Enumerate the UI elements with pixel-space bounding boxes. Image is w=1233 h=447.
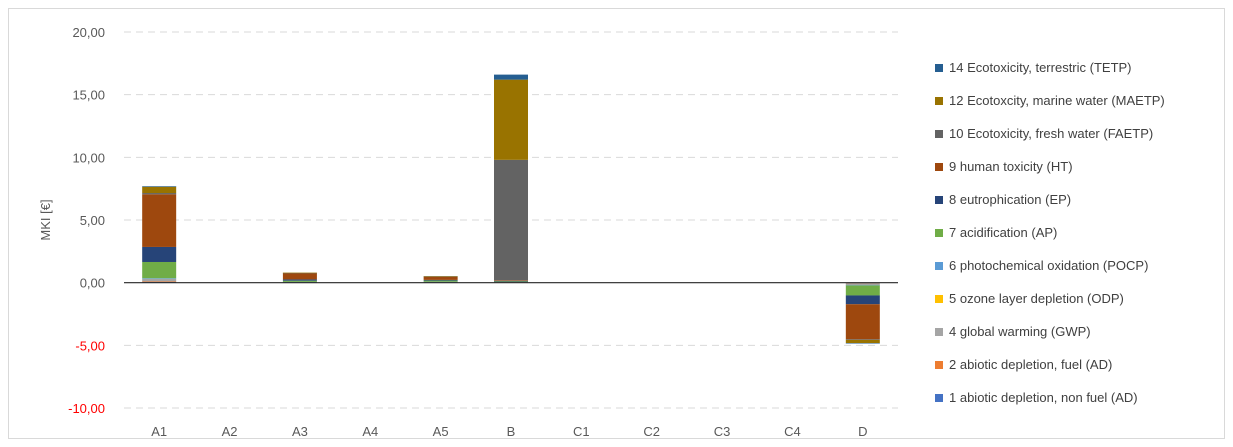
bar-segment	[142, 246, 177, 262]
bar-segment	[845, 285, 880, 286]
bar-segment	[845, 283, 880, 286]
bar-segment	[142, 193, 177, 195]
legend-swatch	[935, 328, 943, 336]
x-tick-label: A3	[292, 424, 308, 439]
legend-label: 2 abiotic depletion, fuel (AD)	[949, 357, 1112, 372]
legend-swatch	[935, 130, 943, 138]
legend-swatch	[935, 229, 943, 237]
y-axis-tick-labels: -10,00 -5,00 0,00 5,00 10,00 15,00 20,00	[68, 25, 105, 416]
legend-label: 7 acidification (AP)	[949, 225, 1057, 240]
y-axis-label: MKI [€]	[38, 199, 53, 240]
x-tick-label: C1	[573, 424, 590, 439]
bar-segment	[142, 261, 177, 279]
legend-label: 9 human toxicity (HT)	[949, 159, 1073, 174]
bar-segment	[423, 279, 458, 281]
bar-segment	[423, 276, 458, 280]
legend-label: 1 abiotic depletion, non fuel (AD)	[949, 390, 1138, 405]
legend-label: 12 Ecotoxcity, marine water (MAETP)	[949, 93, 1165, 108]
y-tick-label: -5,00	[75, 338, 105, 353]
bar-segment	[282, 279, 317, 281]
y-tick-label: 10,00	[72, 150, 105, 165]
bar-segment	[845, 343, 880, 344]
bar-segment	[494, 159, 528, 281]
legend-label: 6 photochemical oxidation (POCP)	[949, 258, 1148, 273]
legend-swatch	[935, 394, 943, 402]
x-tick-label: D	[858, 424, 867, 439]
bar-segment	[494, 79, 528, 160]
bar-segment	[494, 74, 528, 80]
bar-segment	[845, 339, 880, 340]
y-tick-label: -10,00	[68, 401, 105, 416]
bar-segment	[845, 339, 880, 344]
y-tick-label: 5,00	[80, 213, 105, 228]
bar-segment	[282, 280, 317, 282]
bar-segment	[423, 281, 458, 283]
legend-label: 8 eutrophication (EP)	[949, 192, 1071, 207]
bar-segment	[282, 272, 317, 274]
y-tick-label: 15,00	[72, 88, 105, 103]
x-tick-label: A1	[151, 424, 167, 439]
y-tick-label: 0,00	[80, 276, 105, 291]
bar-segment	[142, 194, 177, 247]
x-tick-label: A4	[362, 424, 378, 439]
legend-label: 14 Ecotoxicity, terrestric (TETP)	[949, 60, 1132, 75]
x-axis-tick-labels: A1 A2 A3 A4 A5 B C1 C2 C3 C4 D	[151, 424, 867, 439]
x-tick-label: B	[507, 424, 516, 439]
y-tick-label: 20,00	[72, 25, 105, 40]
chart-frame	[8, 8, 1225, 439]
x-tick-label: C2	[643, 424, 660, 439]
x-tick-label: C4	[784, 424, 801, 439]
bar-segment	[142, 281, 177, 283]
bar-segment	[142, 186, 177, 187]
x-tick-label: A2	[222, 424, 238, 439]
bar-segment	[423, 276, 458, 278]
legend-swatch	[935, 97, 943, 105]
legend-swatch	[935, 361, 943, 369]
legend: 14 Ecotoxicity, terrestric (TETP) 12 Ecot…	[935, 60, 1165, 405]
legend-label: 4 global warming (GWP)	[949, 324, 1091, 339]
bar-segment	[494, 280, 528, 281]
bar-segment	[142, 278, 177, 279]
legend-swatch	[935, 196, 943, 204]
bar-segment	[142, 278, 177, 282]
bar-segment	[494, 281, 528, 283]
bar-segment	[845, 295, 880, 305]
bar-segment	[282, 273, 317, 280]
x-tick-label: C3	[714, 424, 731, 439]
legend-swatch	[935, 163, 943, 171]
bar-segment	[423, 276, 458, 277]
bar-segment	[423, 280, 458, 282]
x-tick-label: A5	[433, 424, 449, 439]
bar-segment	[142, 186, 177, 194]
legend-swatch	[935, 262, 943, 270]
legend-swatch	[935, 295, 943, 303]
bar-segment	[845, 304, 880, 340]
legend-label: 10 Ecotoxicity, fresh water (FAETP)	[949, 126, 1153, 141]
legend-label: 5 ozone layer depletion (ODP)	[949, 291, 1124, 306]
legend-swatch	[935, 64, 943, 72]
bar-segment	[282, 272, 317, 274]
bar-segment	[494, 280, 528, 282]
bars	[142, 74, 880, 344]
bar-segment	[845, 285, 880, 296]
